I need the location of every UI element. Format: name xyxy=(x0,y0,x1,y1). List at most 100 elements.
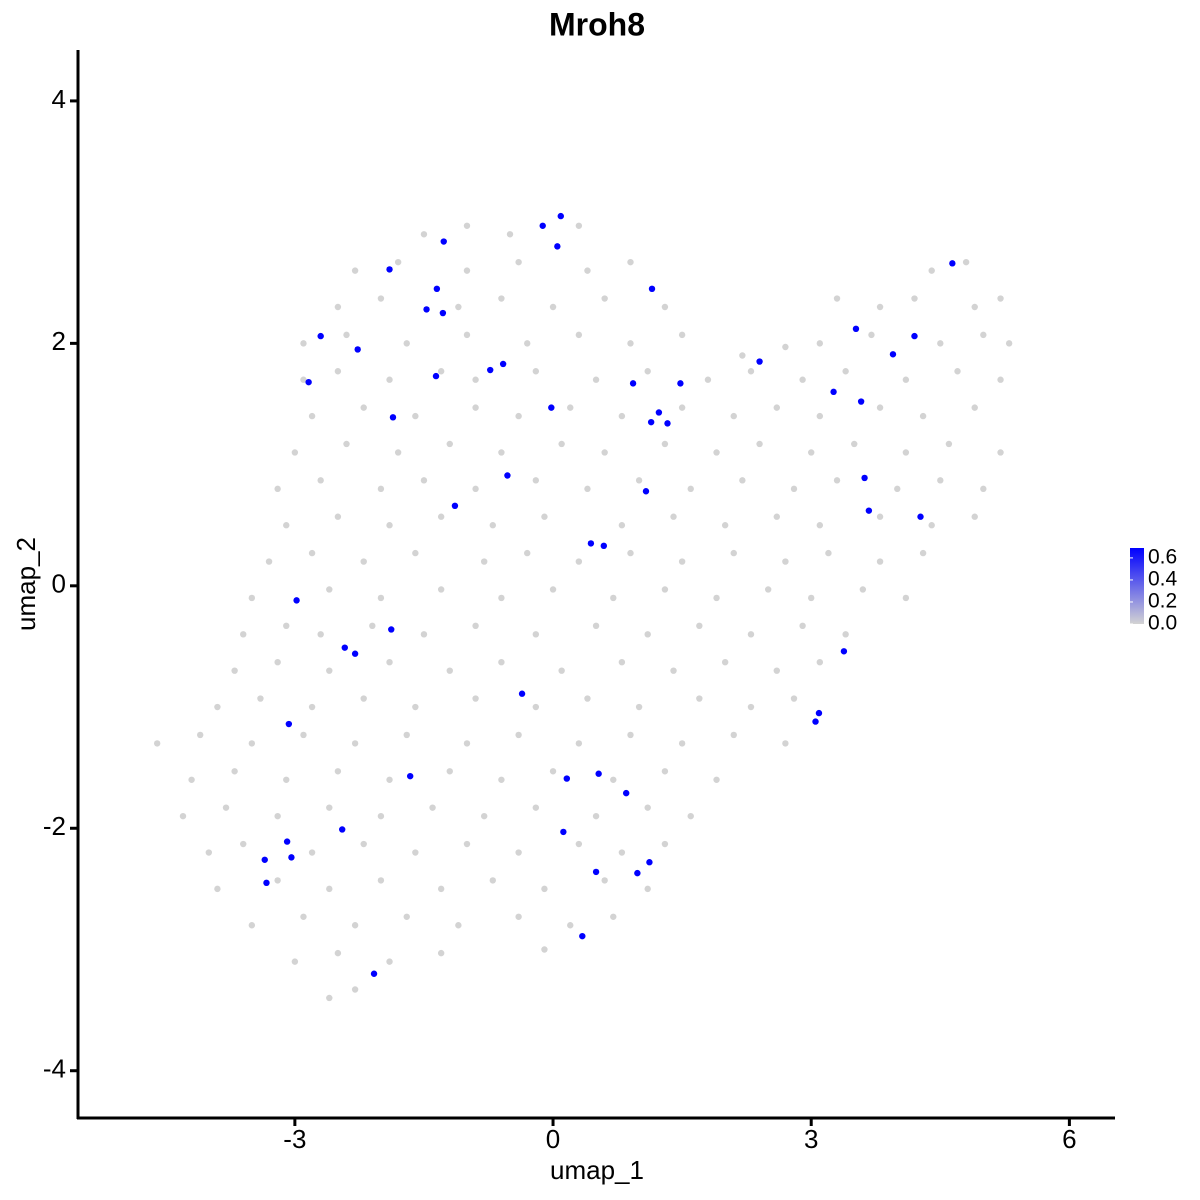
cell-point xyxy=(902,449,910,456)
cell-point xyxy=(274,485,281,493)
cell-point xyxy=(567,922,574,929)
cell-point xyxy=(354,346,361,353)
cell-point xyxy=(248,740,256,747)
cell-point xyxy=(661,586,669,593)
cell-point xyxy=(343,331,350,339)
cell-point xyxy=(420,477,428,484)
cell-point xyxy=(489,522,496,529)
cell-point xyxy=(515,412,522,420)
cell-point xyxy=(394,449,402,456)
cell-point xyxy=(773,404,780,411)
cell-point xyxy=(971,303,978,311)
cell-point xyxy=(377,485,385,493)
cell-point xyxy=(274,877,281,884)
cell-point xyxy=(412,703,419,711)
cell-point xyxy=(592,868,600,876)
cell-point xyxy=(861,474,868,482)
cell-point xyxy=(928,267,935,274)
cell-point xyxy=(437,368,445,375)
cell-point xyxy=(833,295,841,302)
cell-point xyxy=(815,709,823,717)
cell-point xyxy=(463,740,471,747)
cell-point xyxy=(808,594,815,602)
cell-point xyxy=(601,877,608,884)
cell-point xyxy=(532,631,540,638)
cell-point xyxy=(928,522,935,529)
cell-point xyxy=(386,776,393,783)
cell-point xyxy=(627,731,634,739)
cell-point xyxy=(610,594,617,602)
cell-point xyxy=(446,768,453,775)
cell-point xyxy=(515,849,522,856)
cell-point xyxy=(515,258,522,266)
cell-point xyxy=(730,549,737,557)
cell-point xyxy=(584,485,591,493)
cell-point xyxy=(773,513,780,520)
cell-point xyxy=(420,231,428,238)
cell-point xyxy=(472,485,479,493)
cell-point xyxy=(962,258,970,266)
cell-point xyxy=(541,946,548,953)
cell-point xyxy=(300,340,307,347)
cell-point xyxy=(341,644,348,651)
cell-point xyxy=(389,414,397,421)
cell-point xyxy=(265,558,273,565)
cell-point xyxy=(261,856,268,863)
cell-point xyxy=(600,542,608,550)
cell-point xyxy=(799,376,806,383)
cell-point xyxy=(833,477,841,484)
cell-point xyxy=(648,285,656,293)
cell-point xyxy=(830,388,837,396)
cell-point xyxy=(308,412,316,420)
cell-point xyxy=(764,586,772,593)
cell-point xyxy=(661,768,669,775)
cell-point xyxy=(644,368,651,375)
cell-point xyxy=(308,703,316,711)
cell-point xyxy=(463,222,471,229)
cell-point xyxy=(949,260,956,267)
cell-point xyxy=(911,332,918,340)
cell-point xyxy=(876,404,884,411)
cell-point xyxy=(876,303,884,311)
cell-point xyxy=(317,477,324,484)
cell-point xyxy=(661,440,669,448)
cell-point xyxy=(730,731,737,739)
y-tick-label: 2 xyxy=(52,326,66,356)
y-tick-label: -2 xyxy=(43,811,66,841)
cell-point xyxy=(518,690,526,697)
cell-point xyxy=(498,295,505,302)
cell-point xyxy=(240,631,247,638)
cell-point xyxy=(670,667,677,674)
cell-point xyxy=(308,549,316,557)
cell-point xyxy=(696,622,703,630)
cell-point xyxy=(343,440,350,448)
cell-point xyxy=(592,812,600,820)
cell-point xyxy=(506,231,514,238)
cell-point xyxy=(971,404,978,411)
cell-point xyxy=(285,720,293,728)
cell-point xyxy=(575,331,583,339)
x-tick-label: 6 xyxy=(1062,1124,1076,1154)
cell-point xyxy=(437,586,445,593)
cell-point xyxy=(575,740,583,747)
cell-point xyxy=(664,420,671,427)
cell-point xyxy=(432,372,440,380)
cell-point xyxy=(412,412,419,420)
cell-point xyxy=(455,303,462,311)
cell-point xyxy=(816,522,824,529)
colorbar xyxy=(1130,548,1144,624)
cell-point xyxy=(747,631,755,638)
cell-point xyxy=(274,812,281,820)
cell-point xyxy=(756,440,763,448)
cell-point xyxy=(377,295,385,302)
cell-point xyxy=(293,597,300,604)
cell-point xyxy=(377,877,385,884)
cell-point xyxy=(524,340,531,347)
cell-point xyxy=(463,331,471,339)
cell-point xyxy=(852,325,860,333)
cell-point xyxy=(446,440,453,448)
cell-point xyxy=(300,376,307,383)
cell-point xyxy=(618,522,626,529)
cell-point xyxy=(532,368,540,375)
cell-point xyxy=(584,267,591,274)
